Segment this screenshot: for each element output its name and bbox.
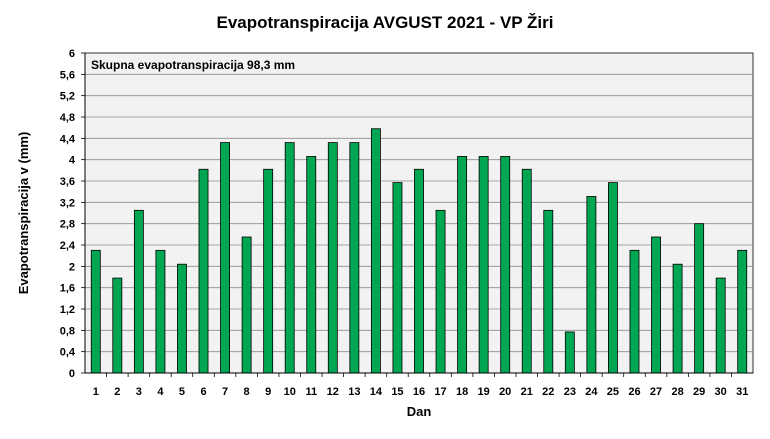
y-tick-label: 0,8 <box>60 325 75 337</box>
x-tick-label: 12 <box>327 386 339 398</box>
y-tick-label: 0 <box>69 368 75 380</box>
x-tick-label: 23 <box>564 386 576 398</box>
bar-day-25 <box>608 182 618 374</box>
bar-day-19 <box>478 156 489 374</box>
y-tick-label: 3,6 <box>60 176 75 188</box>
x-tick-label: 18 <box>456 386 468 398</box>
x-tick-label: 14 <box>370 386 383 398</box>
bar-day-17 <box>435 209 446 374</box>
y-tick-label: 6 <box>69 48 75 60</box>
plot-area: 0 0,4 0,8 1,2 1,6 2 2,4 2,8 3,2 3,6 4 4,4 4,8 5,2 5,6 6… <box>60 48 754 398</box>
bar-day-3 <box>133 209 144 374</box>
bar-day-22 <box>543 209 554 374</box>
bar-day-7 <box>220 142 230 374</box>
chart-title: Evapotranspiracija AVGUST 2021 - VP Žiri <box>217 13 554 32</box>
bar-day-1 <box>90 249 101 374</box>
x-tick-label: 8 <box>244 386 250 398</box>
bar-day-6 <box>198 168 209 374</box>
x-tick-label: 11 <box>305 386 317 398</box>
bar-day-20 <box>500 156 511 374</box>
bar-day-21 <box>521 168 532 374</box>
y-tick-label: 5,2 <box>60 91 75 103</box>
x-tick-label: 28 <box>671 386 683 398</box>
bar-day-8 <box>241 236 252 374</box>
bar-day-11 <box>306 156 317 374</box>
bar-day-29 <box>694 223 705 374</box>
y-tick-label: 1,6 <box>60 283 75 295</box>
x-tick-label: 22 <box>542 386 554 398</box>
x-tick-label: 6 <box>200 386 206 398</box>
x-tick-label: 5 <box>179 386 185 398</box>
x-tick-label: 30 <box>715 386 727 398</box>
x-tick-label: 26 <box>628 386 640 398</box>
bar-day-18 <box>457 156 468 374</box>
bar-day-15 <box>392 182 403 374</box>
bar-day-30 <box>715 277 726 374</box>
y-tick-label: 4 <box>69 155 76 167</box>
bar-day-23 <box>564 331 575 374</box>
x-tick-label: 1 <box>93 386 99 398</box>
x-tick-label: 10 <box>284 386 296 398</box>
bar-day-31 <box>737 249 748 374</box>
x-tick-label: 27 <box>650 386 662 398</box>
bar-day-24 <box>586 196 597 374</box>
y-tick-label: 4,8 <box>60 112 75 124</box>
y-tick-label: 2,4 <box>60 240 76 252</box>
x-tick-label: 24 <box>585 386 598 398</box>
x-tick-label: 15 <box>391 386 403 398</box>
bar-day-14 <box>370 128 381 374</box>
x-tick-label: 25 <box>607 386 619 398</box>
x-tick-label: 16 <box>413 386 425 398</box>
x-tick-label: 21 <box>521 386 533 398</box>
y-axis-label: Evapotranspiracija v (mm) <box>16 132 31 295</box>
bar-day-2 <box>112 277 123 374</box>
bar-day-5 <box>177 263 187 374</box>
y-tick-label: 3,2 <box>60 197 75 209</box>
x-tick-label: 4 <box>157 386 164 398</box>
total-evapotranspiration-note: Skupna evapotranspiracija 98,3 mm <box>91 58 295 72</box>
bar-day-9 <box>263 168 274 374</box>
x-tick-label: 17 <box>434 386 446 398</box>
y-tick-label: 2,8 <box>60 219 75 231</box>
x-tick-label: 31 <box>736 386 748 398</box>
x-axis-label: Dan <box>407 404 432 419</box>
x-tick-label: 19 <box>478 386 490 398</box>
y-tick-label: 1,2 <box>60 304 75 316</box>
bar-day-28 <box>672 263 683 374</box>
x-tick-label: 29 <box>693 386 705 398</box>
x-tick-label: 2 <box>114 386 120 398</box>
y-tick-label: 5,6 <box>60 69 75 81</box>
y-tick-label: 4,4 <box>60 133 76 145</box>
x-tick-label: 7 <box>222 386 228 398</box>
x-tick-label: 3 <box>136 386 142 398</box>
bar-day-10 <box>284 142 295 374</box>
bar-day-26 <box>629 249 640 374</box>
bar-day-13 <box>349 142 360 374</box>
bar-day-12 <box>327 142 338 374</box>
bar-day-4 <box>155 249 166 374</box>
bar-day-27 <box>651 236 661 374</box>
y-tick-label: 0,4 <box>60 347 76 359</box>
x-tick-label: 13 <box>348 386 360 398</box>
y-tick-label: 2 <box>69 261 75 273</box>
x-tick-label: 9 <box>265 386 271 398</box>
bar-day-16 <box>414 168 424 374</box>
x-tick-label: 20 <box>499 386 511 398</box>
